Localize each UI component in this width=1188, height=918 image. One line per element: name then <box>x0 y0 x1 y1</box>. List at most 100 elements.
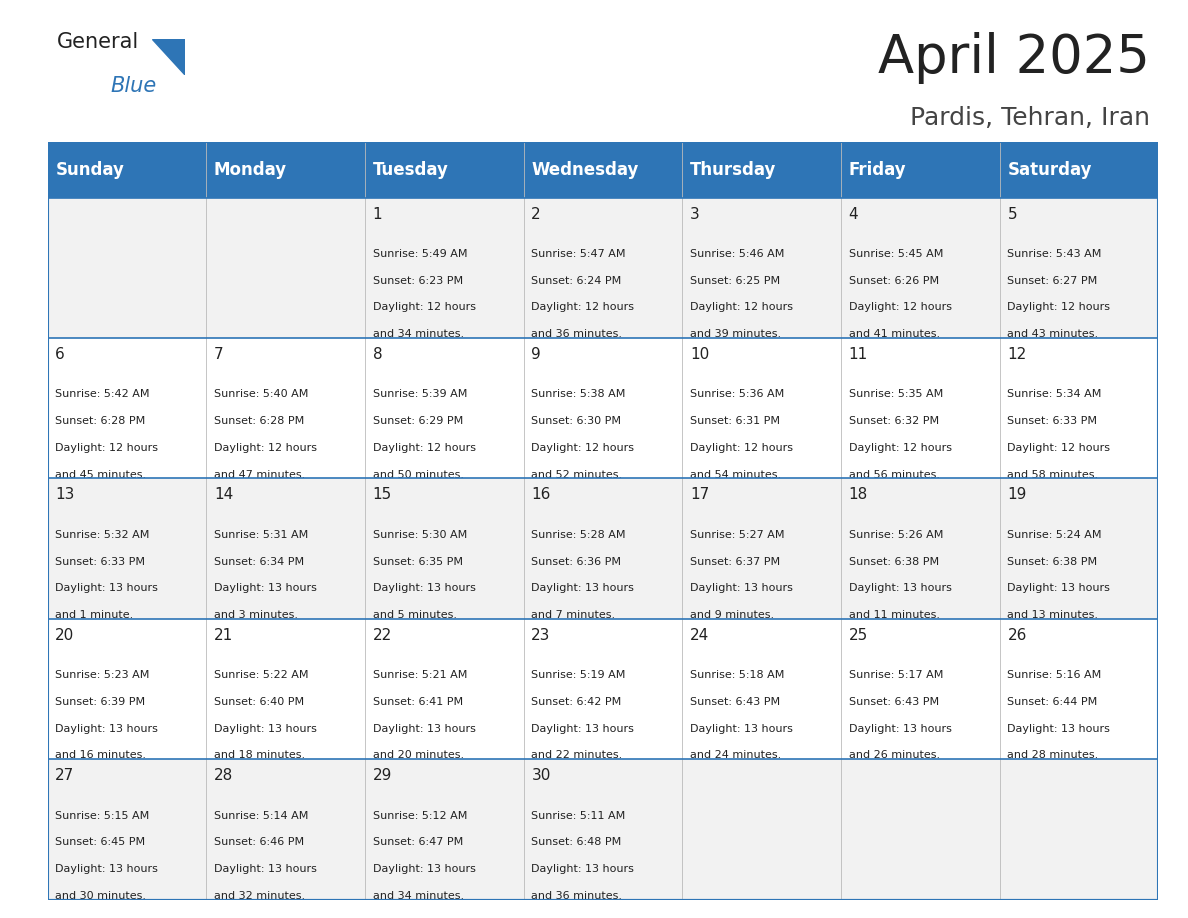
Text: Sunrise: 5:32 AM: Sunrise: 5:32 AM <box>56 530 150 540</box>
Text: Daylight: 12 hours: Daylight: 12 hours <box>531 302 634 312</box>
Text: 23: 23 <box>531 628 551 643</box>
Text: Daylight: 13 hours: Daylight: 13 hours <box>373 864 475 874</box>
Text: 1: 1 <box>373 207 383 221</box>
Text: and 7 minutes.: and 7 minutes. <box>531 610 615 620</box>
Text: and 30 minutes.: and 30 minutes. <box>56 890 146 901</box>
Text: April 2025: April 2025 <box>878 32 1150 84</box>
Text: 17: 17 <box>690 487 709 502</box>
Bar <box>48 759 1158 900</box>
Text: 15: 15 <box>373 487 392 502</box>
Text: General: General <box>57 32 139 52</box>
Text: Sunrise: 5:35 AM: Sunrise: 5:35 AM <box>848 389 943 399</box>
Text: Sunset: 6:29 PM: Sunset: 6:29 PM <box>373 416 463 426</box>
Text: Sunrise: 5:40 AM: Sunrise: 5:40 AM <box>214 389 309 399</box>
Text: Blue: Blue <box>110 76 157 96</box>
Text: Sunrise: 5:39 AM: Sunrise: 5:39 AM <box>373 389 467 399</box>
Text: Sunset: 6:40 PM: Sunset: 6:40 PM <box>214 697 304 707</box>
Bar <box>48 338 1158 478</box>
Text: and 28 minutes.: and 28 minutes. <box>1007 750 1099 760</box>
Text: Sunrise: 5:34 AM: Sunrise: 5:34 AM <box>1007 389 1101 399</box>
Text: Sunset: 6:24 PM: Sunset: 6:24 PM <box>531 275 621 285</box>
Text: 30: 30 <box>531 768 551 783</box>
Text: Sunrise: 5:18 AM: Sunrise: 5:18 AM <box>690 670 784 680</box>
Text: and 24 minutes.: and 24 minutes. <box>690 750 782 760</box>
Text: and 5 minutes.: and 5 minutes. <box>373 610 456 620</box>
Text: Daylight: 13 hours: Daylight: 13 hours <box>690 583 792 593</box>
Text: Daylight: 13 hours: Daylight: 13 hours <box>56 723 158 733</box>
Text: 14: 14 <box>214 487 233 502</box>
Bar <box>48 619 1158 759</box>
Bar <box>48 478 1158 619</box>
Text: Sunset: 6:37 PM: Sunset: 6:37 PM <box>690 556 781 566</box>
Text: Daylight: 13 hours: Daylight: 13 hours <box>373 583 475 593</box>
Text: Sunrise: 5:46 AM: Sunrise: 5:46 AM <box>690 249 784 259</box>
Text: and 34 minutes.: and 34 minutes. <box>373 330 463 339</box>
Text: Daylight: 13 hours: Daylight: 13 hours <box>373 723 475 733</box>
Text: Sunset: 6:31 PM: Sunset: 6:31 PM <box>690 416 781 426</box>
Text: Sunrise: 5:14 AM: Sunrise: 5:14 AM <box>214 811 309 821</box>
Text: Sunrise: 5:49 AM: Sunrise: 5:49 AM <box>373 249 467 259</box>
Text: Daylight: 12 hours: Daylight: 12 hours <box>690 302 794 312</box>
Text: Sunrise: 5:19 AM: Sunrise: 5:19 AM <box>531 670 626 680</box>
Text: 6: 6 <box>56 347 65 362</box>
Text: Thursday: Thursday <box>690 161 777 179</box>
Text: and 20 minutes.: and 20 minutes. <box>373 750 463 760</box>
Text: Sunset: 6:43 PM: Sunset: 6:43 PM <box>848 697 939 707</box>
Polygon shape <box>152 39 185 75</box>
Text: 20: 20 <box>56 628 75 643</box>
Text: 16: 16 <box>531 487 551 502</box>
Text: Sunrise: 5:30 AM: Sunrise: 5:30 AM <box>373 530 467 540</box>
Text: Friday: Friday <box>848 161 906 179</box>
Text: Saturday: Saturday <box>1007 161 1092 179</box>
Text: and 50 minutes.: and 50 minutes. <box>373 469 463 479</box>
Text: Sunset: 6:44 PM: Sunset: 6:44 PM <box>1007 697 1098 707</box>
Text: Sunrise: 5:43 AM: Sunrise: 5:43 AM <box>1007 249 1101 259</box>
Text: 26: 26 <box>1007 628 1026 643</box>
Text: and 3 minutes.: and 3 minutes. <box>214 610 298 620</box>
Text: Sunset: 6:38 PM: Sunset: 6:38 PM <box>848 556 939 566</box>
Text: Sunrise: 5:15 AM: Sunrise: 5:15 AM <box>56 811 150 821</box>
Text: Sunrise: 5:17 AM: Sunrise: 5:17 AM <box>848 670 943 680</box>
Text: Daylight: 12 hours: Daylight: 12 hours <box>1007 442 1111 453</box>
Text: Daylight: 13 hours: Daylight: 13 hours <box>56 864 158 874</box>
Text: 12: 12 <box>1007 347 1026 362</box>
Bar <box>365 142 524 197</box>
Text: Sunset: 6:38 PM: Sunset: 6:38 PM <box>1007 556 1098 566</box>
Text: 28: 28 <box>214 768 233 783</box>
Text: and 36 minutes.: and 36 minutes. <box>531 330 623 339</box>
Text: Sunset: 6:43 PM: Sunset: 6:43 PM <box>690 697 781 707</box>
Text: Sunrise: 5:23 AM: Sunrise: 5:23 AM <box>56 670 150 680</box>
Text: Daylight: 12 hours: Daylight: 12 hours <box>848 442 952 453</box>
Text: 19: 19 <box>1007 487 1026 502</box>
Text: 11: 11 <box>848 347 868 362</box>
Text: Daylight: 13 hours: Daylight: 13 hours <box>531 583 634 593</box>
Bar <box>207 142 365 197</box>
Text: Daylight: 13 hours: Daylight: 13 hours <box>848 583 952 593</box>
Text: 18: 18 <box>848 487 868 502</box>
Text: and 45 minutes.: and 45 minutes. <box>56 469 146 479</box>
Text: 13: 13 <box>56 487 75 502</box>
Text: and 43 minutes.: and 43 minutes. <box>1007 330 1099 339</box>
Text: Wednesday: Wednesday <box>531 161 639 179</box>
Text: 24: 24 <box>690 628 709 643</box>
Bar <box>524 142 682 197</box>
Text: 25: 25 <box>848 628 868 643</box>
Text: and 41 minutes.: and 41 minutes. <box>848 330 940 339</box>
Text: Daylight: 13 hours: Daylight: 13 hours <box>1007 583 1111 593</box>
Text: and 58 minutes.: and 58 minutes. <box>1007 469 1099 479</box>
Text: Sunset: 6:23 PM: Sunset: 6:23 PM <box>373 275 463 285</box>
Text: Sunset: 6:30 PM: Sunset: 6:30 PM <box>531 416 621 426</box>
Text: Sunset: 6:48 PM: Sunset: 6:48 PM <box>531 837 621 847</box>
Text: Daylight: 13 hours: Daylight: 13 hours <box>690 723 792 733</box>
Text: Sunrise: 5:47 AM: Sunrise: 5:47 AM <box>531 249 626 259</box>
Text: Daylight: 12 hours: Daylight: 12 hours <box>1007 302 1111 312</box>
Text: Daylight: 12 hours: Daylight: 12 hours <box>214 442 317 453</box>
Text: Sunset: 6:42 PM: Sunset: 6:42 PM <box>531 697 621 707</box>
Text: and 22 minutes.: and 22 minutes. <box>531 750 623 760</box>
Text: and 16 minutes.: and 16 minutes. <box>56 750 146 760</box>
Text: Sunrise: 5:26 AM: Sunrise: 5:26 AM <box>848 530 943 540</box>
Text: Sunset: 6:41 PM: Sunset: 6:41 PM <box>373 697 463 707</box>
Text: Sunset: 6:45 PM: Sunset: 6:45 PM <box>56 837 145 847</box>
Text: and 36 minutes.: and 36 minutes. <box>531 890 623 901</box>
Text: Sunrise: 5:24 AM: Sunrise: 5:24 AM <box>1007 530 1102 540</box>
